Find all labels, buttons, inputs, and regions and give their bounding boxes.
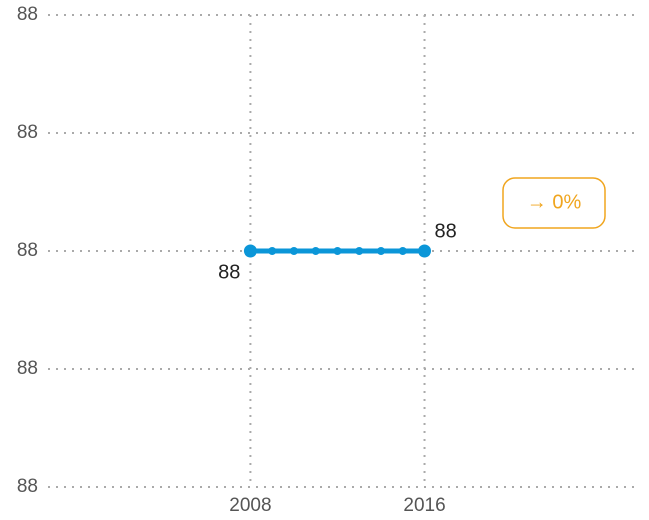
data-label: 88: [435, 220, 457, 242]
point: [268, 247, 277, 255]
point: [398, 247, 407, 255]
y-tick-label: 88: [17, 358, 38, 379]
annotation: → 0%: [527, 191, 582, 213]
point: [311, 247, 320, 255]
point: [243, 244, 257, 258]
data-label: 88: [218, 261, 240, 283]
x-tick-label: 2008: [229, 495, 271, 516]
y-tick-label: 88: [17, 122, 38, 143]
y-tick-label: 88: [17, 240, 38, 261]
point: [418, 244, 432, 258]
point: [377, 247, 385, 255]
x-tick-label: 2016: [403, 495, 445, 516]
y-tick-label: 88: [17, 4, 38, 25]
point: [289, 247, 298, 255]
point: [333, 247, 342, 255]
annotation-box: [502, 177, 606, 229]
point: [355, 247, 364, 255]
y-tick-label: 88: [17, 476, 38, 497]
